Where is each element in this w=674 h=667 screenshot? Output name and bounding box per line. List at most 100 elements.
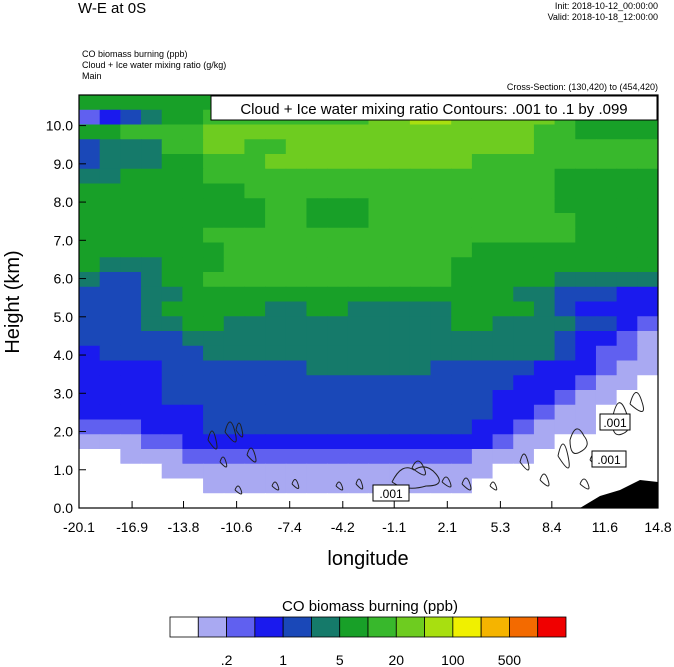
heatmap-cell bbox=[327, 286, 349, 303]
colorbar-swatch bbox=[395, 616, 425, 638]
heatmap-cell bbox=[223, 227, 246, 244]
heatmap-cell bbox=[79, 375, 101, 391]
heatmap-cell bbox=[120, 404, 142, 421]
heatmap-cell bbox=[616, 213, 638, 229]
x-tick-label: -4.2 bbox=[331, 519, 355, 535]
colorbar-swatch bbox=[169, 616, 199, 638]
heatmap-cell bbox=[575, 449, 597, 465]
heatmap-cell bbox=[409, 124, 432, 140]
heatmap-cell bbox=[244, 301, 266, 317]
heatmap-cell bbox=[637, 331, 658, 347]
heatmap-cell bbox=[120, 360, 142, 376]
heatmap-cell bbox=[430, 331, 452, 347]
heatmap-cell bbox=[141, 95, 163, 111]
heatmap-cell bbox=[99, 95, 121, 111]
heatmap-cell bbox=[327, 375, 349, 391]
heatmap-cell bbox=[244, 478, 266, 494]
heatmap-cell bbox=[347, 272, 370, 288]
heatmap-cell bbox=[306, 493, 328, 508]
heatmap-cell bbox=[265, 198, 287, 214]
heatmap-cell bbox=[389, 390, 411, 406]
heatmap-cell bbox=[492, 419, 514, 435]
heatmap-cell bbox=[120, 272, 142, 288]
heatmap-cell bbox=[244, 345, 266, 362]
heatmap-cell bbox=[389, 360, 411, 376]
heatmap-cell bbox=[595, 272, 618, 288]
heatmap-cell bbox=[306, 419, 328, 435]
heatmap-cell bbox=[368, 449, 390, 465]
heatmap-cell bbox=[182, 124, 204, 140]
heatmap-cell bbox=[285, 139, 308, 155]
heatmap-cell bbox=[265, 463, 287, 480]
heatmap-cell bbox=[182, 213, 204, 229]
heatmap-cell bbox=[120, 301, 142, 317]
heatmap-cell bbox=[265, 419, 287, 435]
heatmap-cell bbox=[471, 257, 494, 273]
heatmap-cell bbox=[637, 227, 658, 244]
heatmap-cell bbox=[409, 478, 432, 494]
heatmap-cell bbox=[533, 360, 556, 376]
heatmap-cell bbox=[409, 375, 432, 391]
contour-label-text: .001 bbox=[379, 487, 403, 501]
heatmap-cell bbox=[575, 419, 597, 435]
heatmap-cell bbox=[327, 316, 349, 332]
heatmap-cell bbox=[471, 124, 494, 140]
heatmap-cell bbox=[575, 227, 597, 244]
heatmap-cell bbox=[554, 154, 576, 170]
heatmap-cell bbox=[79, 345, 101, 362]
colorbar-tick-label: 100 bbox=[441, 652, 465, 667]
heatmap-cell bbox=[306, 154, 328, 170]
heatmap-cell bbox=[265, 242, 287, 258]
heatmap-cell bbox=[533, 331, 556, 347]
heatmap-cell bbox=[409, 139, 432, 155]
heatmap-cell bbox=[79, 227, 101, 244]
heatmap-cell bbox=[533, 493, 556, 508]
heatmap-cell bbox=[368, 286, 390, 303]
heatmap-cell bbox=[306, 139, 328, 155]
heatmap-cell bbox=[120, 345, 142, 362]
heatmap-cell bbox=[637, 375, 658, 391]
heatmap-cell bbox=[533, 301, 556, 317]
heatmap-cell bbox=[120, 95, 142, 111]
heatmap-cell bbox=[471, 345, 494, 362]
heatmap-cell bbox=[575, 257, 597, 273]
heatmap-cell bbox=[471, 198, 494, 214]
heatmap-cell bbox=[223, 286, 246, 303]
heatmap-cell bbox=[223, 419, 246, 435]
heatmap-cell bbox=[533, 434, 556, 450]
heatmap-cell bbox=[265, 404, 287, 421]
heatmap-cell bbox=[223, 198, 246, 214]
heatmap-cell bbox=[513, 360, 535, 376]
heatmap-cell bbox=[430, 345, 452, 362]
heatmap-cell bbox=[141, 286, 163, 303]
heatmap-cell bbox=[513, 286, 535, 303]
y-tick-label: 3.0 bbox=[54, 385, 74, 401]
heatmap-cell bbox=[203, 183, 225, 199]
heatmap-cell bbox=[575, 154, 597, 170]
heatmap-cell bbox=[554, 286, 576, 303]
heatmap-cell bbox=[533, 478, 556, 494]
colorbar-swatch bbox=[226, 616, 256, 638]
heatmap-cell bbox=[79, 301, 101, 317]
heatmap-cell bbox=[492, 404, 514, 421]
heatmap-cell bbox=[368, 124, 390, 140]
heatmap-cell bbox=[492, 493, 514, 508]
x-tick-label: -16.9 bbox=[116, 519, 148, 535]
heatmap-cell bbox=[141, 272, 163, 288]
heatmap-cell bbox=[327, 360, 349, 376]
heatmap-cell bbox=[203, 213, 225, 229]
heatmap-cell bbox=[347, 419, 370, 435]
heatmap-cell bbox=[409, 272, 432, 288]
heatmap-cell bbox=[554, 124, 576, 140]
heatmap-cell bbox=[203, 168, 225, 185]
heatmap-cell bbox=[451, 404, 473, 421]
heatmap-cell bbox=[285, 242, 308, 258]
heatmap-cell bbox=[244, 139, 266, 155]
heatmap-cell bbox=[430, 390, 452, 406]
heatmap-cell bbox=[203, 360, 225, 376]
heatmap-cell bbox=[451, 493, 473, 508]
heatmap-cell bbox=[533, 154, 556, 170]
heatmap-cell bbox=[368, 316, 390, 332]
heatmap-cell bbox=[637, 419, 658, 435]
